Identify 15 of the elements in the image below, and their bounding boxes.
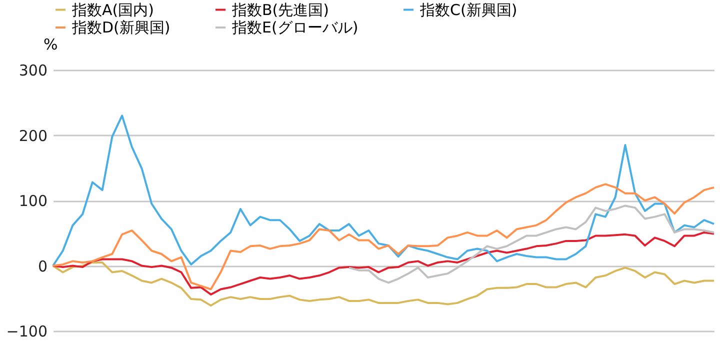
y-axis-title: % bbox=[44, 36, 58, 54]
legend-label: 指数E(グローバル) bbox=[231, 18, 358, 36]
line-series bbox=[52, 261, 715, 307]
legend-label: 指数C(新興国) bbox=[419, 0, 518, 19]
line-series bbox=[52, 183, 715, 290]
y-tick-label: 200 bbox=[18, 126, 48, 145]
legend-label: 指数D(新興国) bbox=[71, 18, 170, 36]
y-tick-label: −100 bbox=[6, 322, 48, 340]
line-series bbox=[52, 114, 715, 267]
legend-label: 指数A(国内) bbox=[71, 0, 154, 19]
y-tick-label: 300 bbox=[18, 62, 48, 80]
y-tick-label: 0 bbox=[38, 257, 48, 276]
line-series bbox=[52, 231, 715, 296]
y-tick-label: 100 bbox=[18, 192, 48, 210]
legend-label: 指数B(先進国) bbox=[231, 0, 329, 19]
